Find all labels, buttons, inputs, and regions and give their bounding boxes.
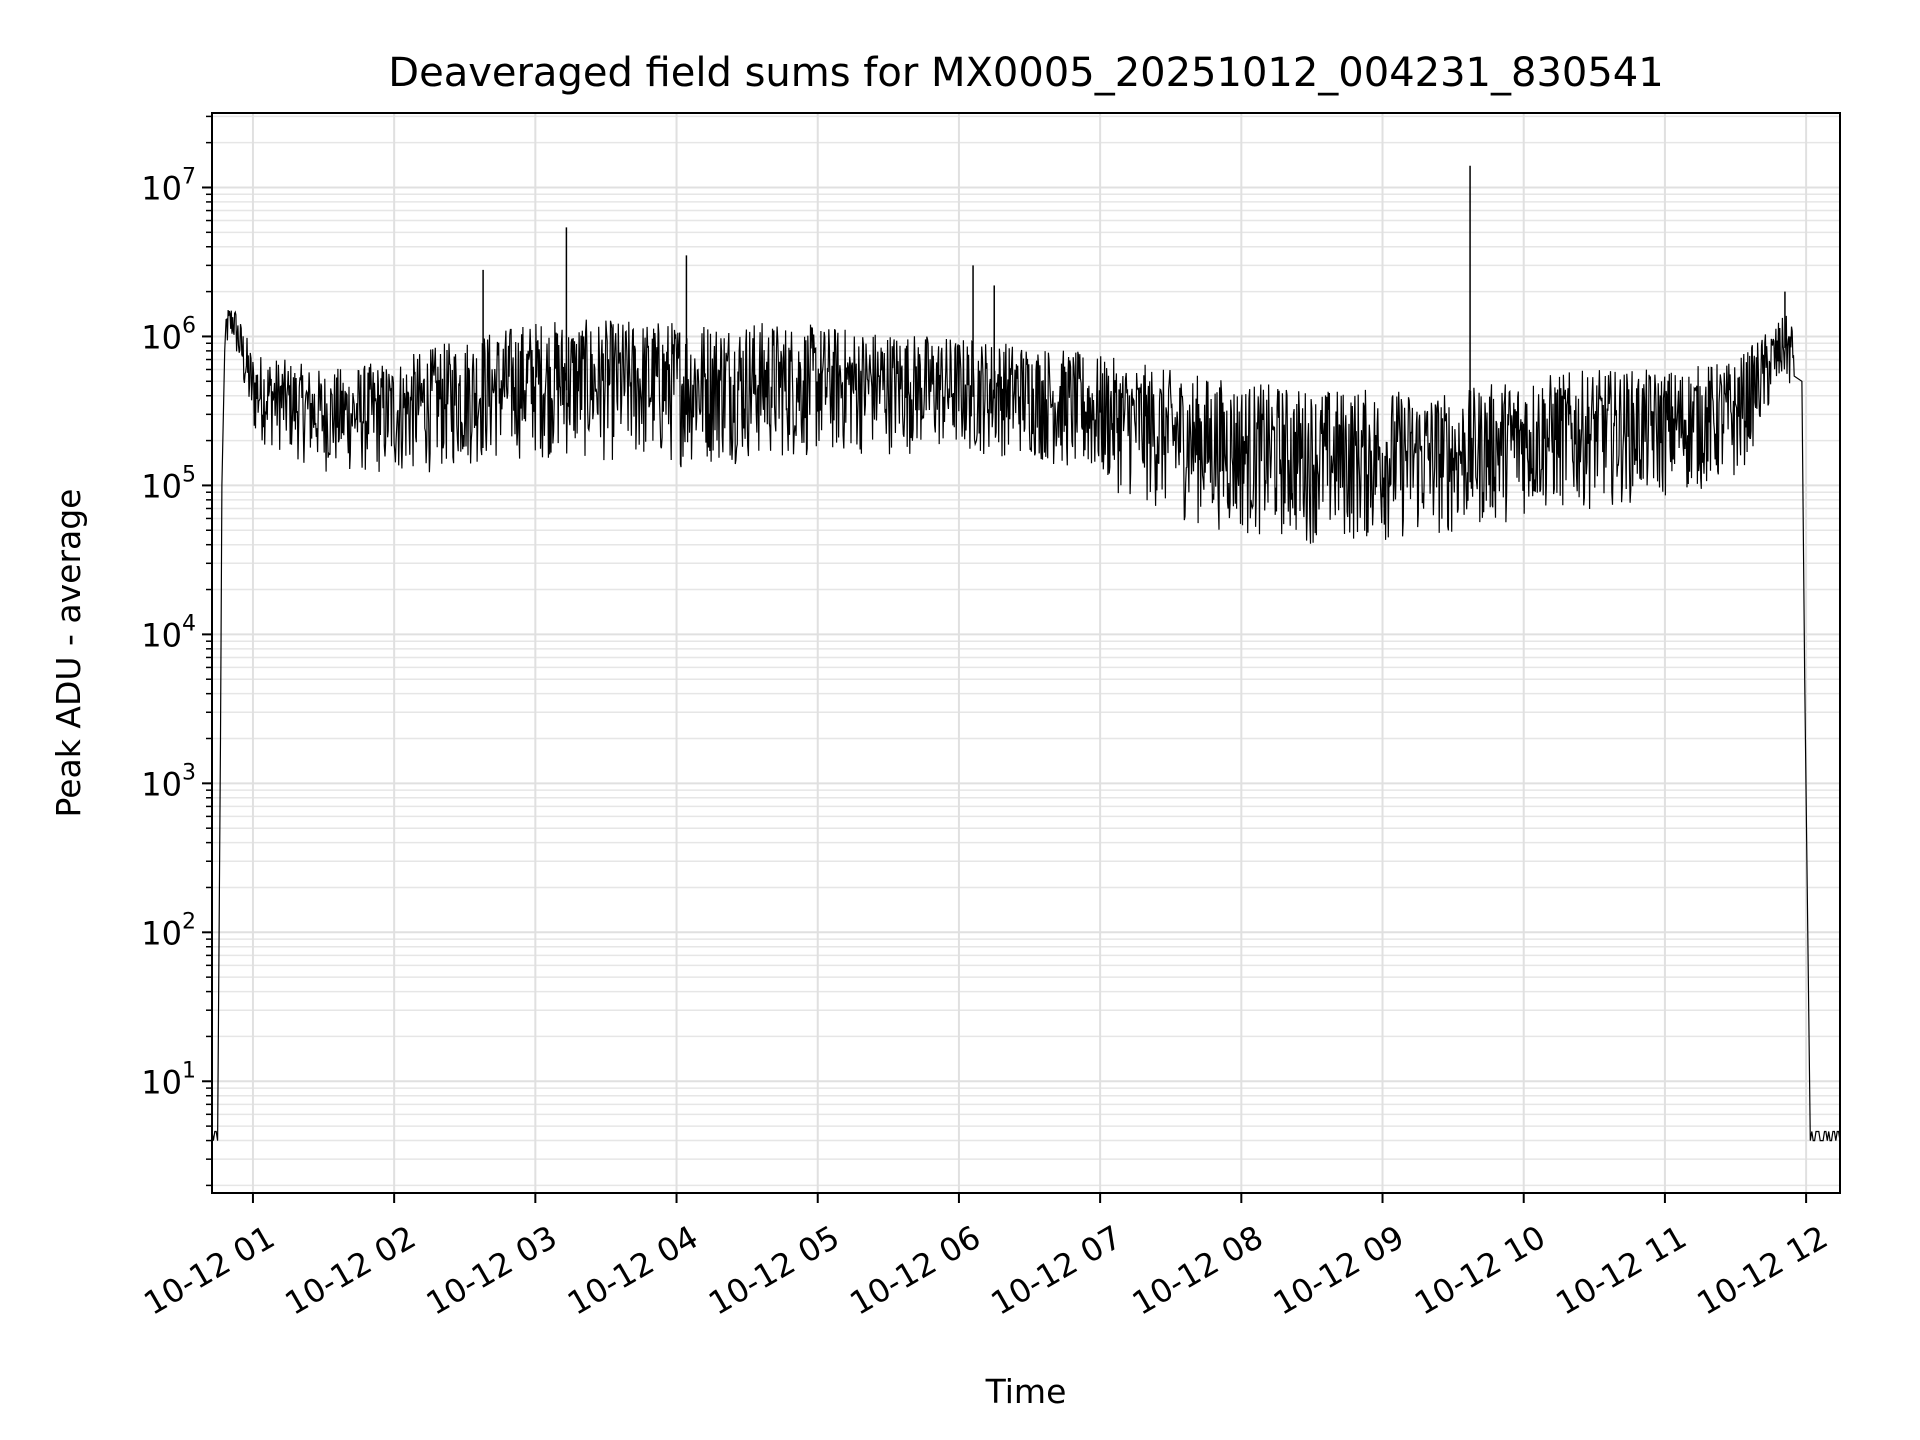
y-axis-label: Peak ADU - average [49,489,88,818]
series-layer [211,165,1841,1142]
y-tick-label-power: 2 [182,909,196,934]
x-axis-label: Time [985,1372,1067,1411]
y-tick-label-base: 10 [141,467,182,505]
y-tick-label-power: 4 [182,611,196,636]
grid [212,113,1840,1193]
y-tick-label-base: 10 [141,1063,182,1101]
y-tick-label: 103 [141,760,196,803]
y-tick-label: 105 [141,462,196,505]
plot-frame [211,112,1841,1194]
y-tick-label: 104 [141,611,196,654]
y-tick-label-base: 10 [141,616,182,654]
y-tick-label-base: 10 [141,914,182,952]
chart-title: Deaveraged field sums for MX0005_2025101… [388,50,1663,96]
y-tick-label-power: 1 [182,1058,196,1083]
y-tick-label-power: 6 [182,313,196,338]
y-tick-label: 102 [141,909,196,952]
y-tick-label-base: 10 [141,169,182,207]
y-tick-label-power: 3 [182,760,196,785]
series-line [211,309,1841,1142]
y-tick-label: 106 [141,313,196,356]
y-tick-label: 107 [141,164,196,207]
y-tick-label-base: 10 [141,318,182,356]
y-tick-label-base: 10 [141,765,182,803]
y-tick-label-power: 7 [182,164,196,189]
y-tick-label: 101 [141,1058,196,1101]
y-tick-label-power: 5 [182,462,196,487]
